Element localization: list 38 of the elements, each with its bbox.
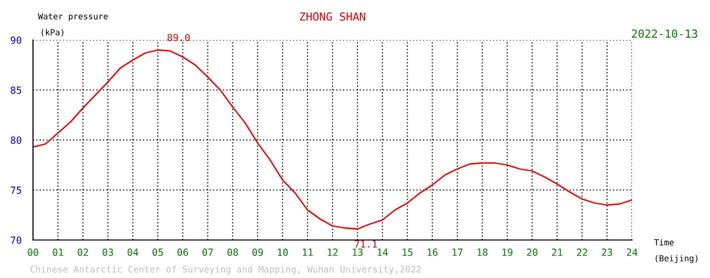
- x-tick-label: 02: [78, 248, 88, 256]
- x-tick-label: 18: [478, 248, 488, 256]
- y-tick-label: 90: [10, 36, 22, 44]
- line-series: [33, 49, 632, 230]
- x-tick-label: 10: [278, 248, 288, 256]
- x-tick-label: 12: [328, 248, 338, 256]
- x-tick-label: 04: [128, 248, 138, 256]
- chart-title: ZHONG SHAN: [300, 12, 366, 21]
- annotation: 89.0: [168, 34, 190, 42]
- annotation: 71.1: [354, 240, 377, 248]
- x-tick-label: 09: [252, 248, 263, 256]
- y-tick-label: 75: [10, 186, 22, 194]
- y-tick-label: 80: [10, 136, 22, 144]
- x-tick-label: 17: [452, 248, 462, 256]
- x-tick-label: 16: [428, 248, 438, 256]
- x-tick-label: 06: [178, 248, 188, 256]
- y-axis-title: Water pressure (kPa): [38, 13, 108, 36]
- x-tick-label: 01: [52, 248, 64, 256]
- x-tick-label: 08: [227, 248, 238, 256]
- x-tick-label: 07: [202, 248, 213, 256]
- text: 2022-10-13: [632, 29, 698, 38]
- x-tick-label: 20: [527, 248, 538, 256]
- x-tick-label: 15: [402, 248, 412, 256]
- x-tick-label: 14: [378, 248, 388, 256]
- x-tick-label: 00: [28, 248, 38, 256]
- text: Chinese Antarctic Center of Surveying and Mapping, Wuhan University,2022: [30, 266, 421, 274]
- y-tick-label: 85: [10, 86, 22, 94]
- x-tick-label: 23: [602, 248, 612, 256]
- x-tick-label: 13: [352, 248, 363, 256]
- x-tick-label: 24: [626, 248, 638, 256]
- x-tick-label: 03: [102, 248, 113, 256]
- x-tick-label: 05: [152, 248, 163, 256]
- y-tick-label: 70: [10, 236, 22, 244]
- x-axis-title: Time (Beijing): [654, 238, 698, 264]
- x-tick-label: 21: [552, 248, 562, 256]
- x-tick-label: 11: [302, 248, 313, 256]
- x-tick-label: 22: [576, 248, 588, 256]
- x-tick-label: 19: [502, 248, 512, 256]
